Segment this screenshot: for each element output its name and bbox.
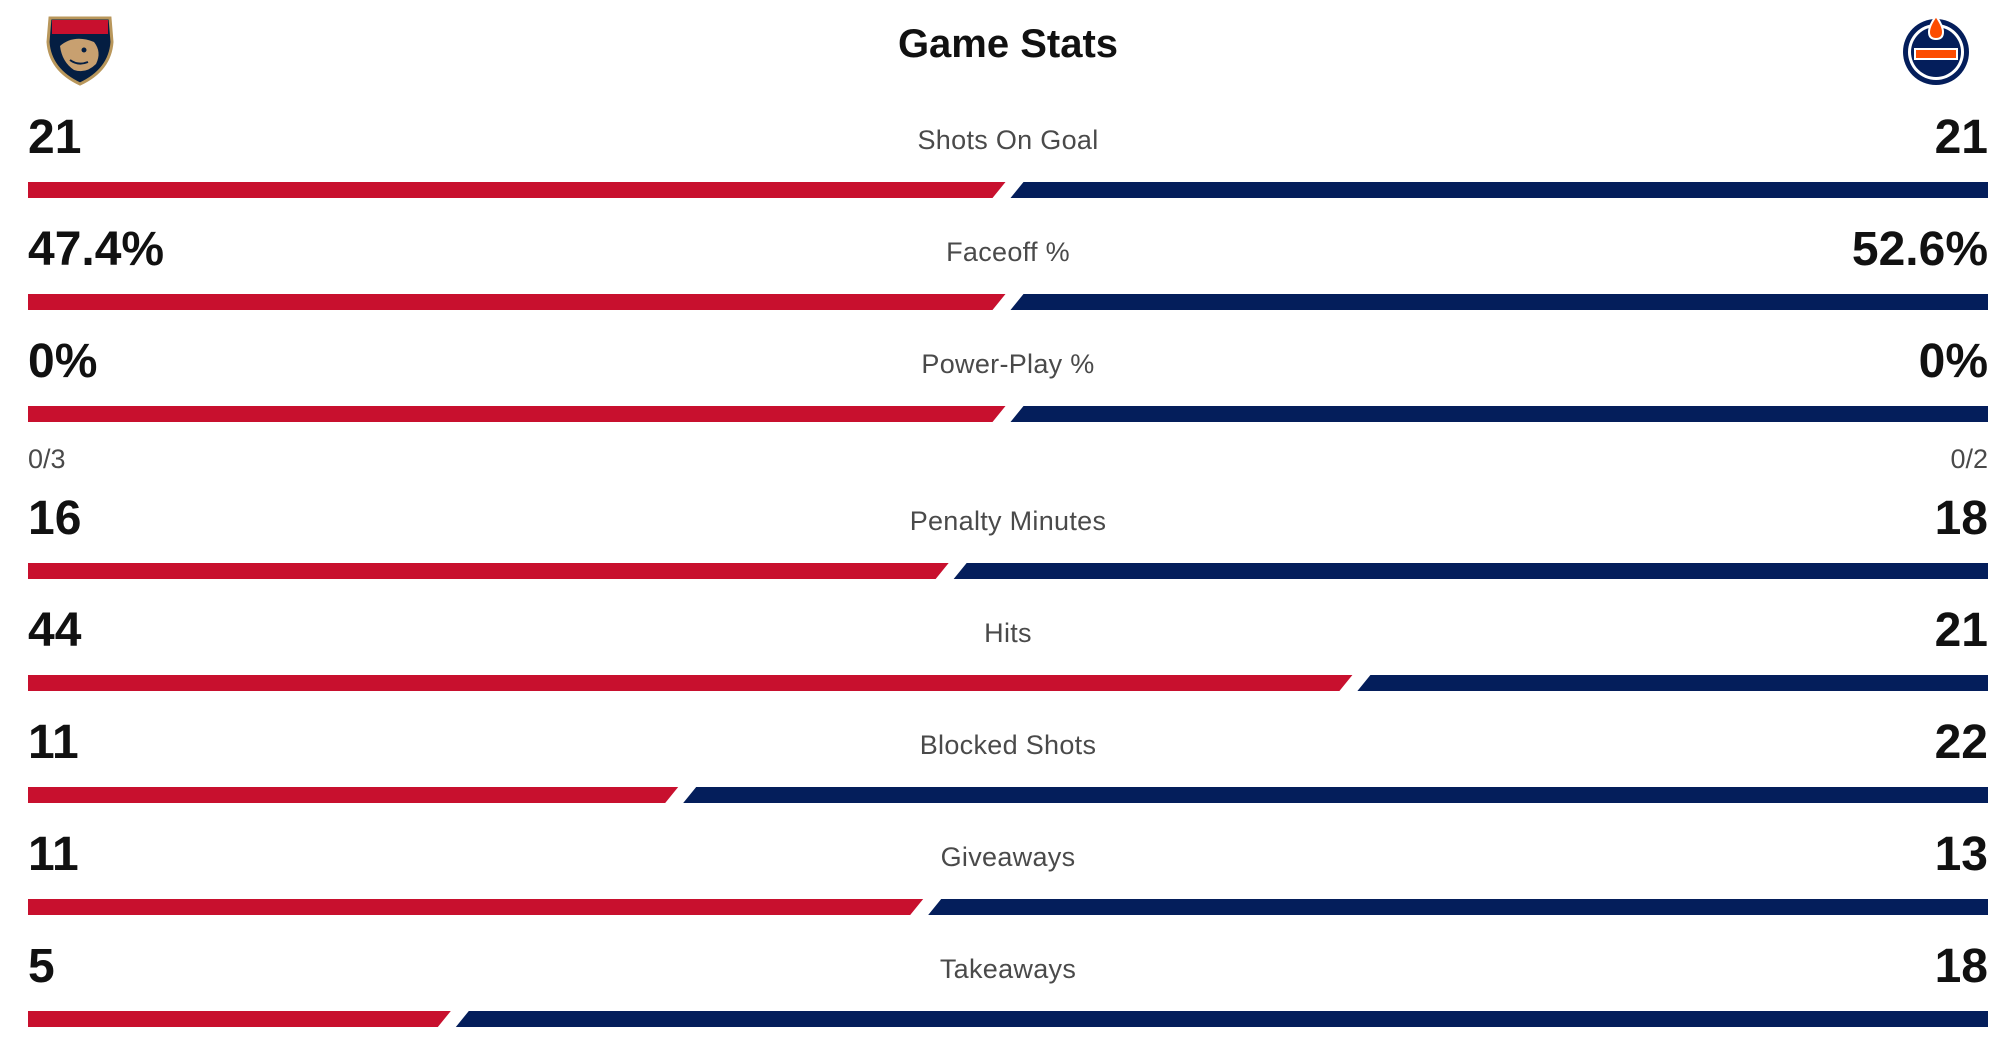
home-stat-value: 47.4% [28, 223, 165, 276]
stat-label: Faceoff % [946, 237, 1070, 267]
away-stat-value: 13 [1934, 828, 1988, 881]
away-stat-value: 18 [1934, 940, 1988, 993]
stat-row: 11 Giveaways 13 [28, 813, 1988, 925]
away-stat-value: 18 [1934, 492, 1988, 545]
home-stat-value: 0% [28, 335, 98, 388]
bar-svg [28, 182, 1988, 198]
stat-row: 47.4% Faceoff % 52.6% [28, 208, 1988, 320]
bar-svg [28, 787, 1988, 803]
stat-label: Penalty Minutes [909, 506, 1107, 536]
home-bar-segment [28, 899, 924, 915]
home-bar-segment [28, 294, 1006, 310]
away-stat-value: 0% [1918, 335, 1988, 388]
stat-label: Shots On Goal [917, 125, 1099, 155]
bar-svg [28, 294, 1988, 310]
stat-comparison-bar [28, 899, 1988, 915]
home-stat-value: 5 [28, 940, 55, 993]
stat-row: 11 Blocked Shots 22 [28, 701, 1988, 813]
away-stat-value: 21 [1934, 604, 1988, 657]
stat-comparison-bar [28, 182, 1988, 198]
away-stat-value: 21 [1934, 111, 1988, 164]
page-title: Game Stats [897, 22, 1119, 66]
stat-comparison-bar [28, 294, 1988, 310]
away-bar-segment [455, 1011, 1988, 1027]
home-bar-segment [28, 563, 949, 579]
home-bar-segment [28, 406, 1006, 422]
stat-comparison-bar [28, 675, 1988, 691]
header: Game Stats [0, 0, 2016, 100]
stat-row: 16 Penalty Minutes 18 [28, 477, 1988, 589]
stat-comparison-bar [28, 406, 1988, 422]
home-stat-value: 11 [28, 716, 79, 769]
home-stat-value: 44 [28, 604, 82, 657]
home-stat-value: 11 [28, 828, 79, 881]
away-bar-segment [1010, 294, 1988, 310]
stat-comparison-bar [28, 563, 1988, 579]
bar-svg [28, 675, 1988, 691]
away-stat-value: 22 [1934, 716, 1988, 769]
away-bar-segment [1010, 406, 1988, 422]
stat-comparison-bar [28, 1011, 1988, 1027]
stat-label: Giveaways [940, 842, 1076, 872]
bar-svg [28, 1011, 1988, 1027]
away-stat-value: 52.6% [1851, 223, 1988, 276]
stat-comparison-bar [28, 787, 1988, 803]
edmonton-oilers-logo[interactable] [1896, 12, 1976, 88]
stat-row: 44 Hits 21 [28, 589, 1988, 701]
stat-label: Hits [984, 618, 1032, 648]
stat-row: 5 Takeaways 18 [28, 925, 1988, 1037]
home-bar-segment [28, 675, 1353, 691]
away-bar-segment [1010, 182, 1988, 198]
stat-label: Blocked Shots [919, 730, 1097, 760]
away-bar-segment [928, 899, 1988, 915]
bar-svg [28, 899, 1988, 915]
home-stat-value: 16 [28, 492, 82, 545]
away-stat-detail: 0/2 [1950, 444, 1988, 474]
stats-list: 21 Shots On Goal 21 47.4% Faceoff % 52.6% 0% Po… [28, 96, 1988, 1037]
home-stat-value: 21 [28, 111, 82, 164]
stat-row: 21 Shots On Goal 21 [28, 96, 1988, 208]
bar-svg [28, 406, 1988, 422]
stat-row: 0% Power-Play % 0% 0/3 0/2 [28, 320, 1988, 477]
away-bar-segment [953, 563, 1988, 579]
stat-label: Power-Play % [921, 349, 1095, 379]
florida-panthers-logo[interactable] [40, 12, 120, 88]
home-stat-detail: 0/3 [28, 444, 66, 474]
home-bar-segment [28, 787, 679, 803]
away-bar-segment [1357, 675, 1988, 691]
away-bar-segment [683, 787, 1988, 803]
bar-svg [28, 563, 1988, 579]
home-bar-segment [28, 1011, 451, 1027]
stat-label: Takeaways [939, 954, 1077, 984]
home-bar-segment [28, 182, 1006, 198]
